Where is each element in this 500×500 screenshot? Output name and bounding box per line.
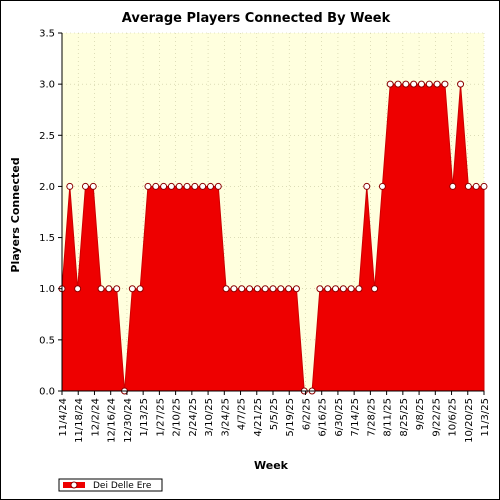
x-tick-label: 2/24/25 <box>188 398 199 437</box>
data-point <box>74 285 82 293</box>
data-point <box>246 285 254 293</box>
data-point <box>457 80 465 88</box>
x-tick-label: 11/4/24 <box>58 398 69 437</box>
x-tick-label: 2/10/25 <box>172 398 183 437</box>
x-tick-label: 9/8/25 <box>415 398 426 430</box>
data-point <box>113 285 121 293</box>
series-area-fill <box>61 83 485 392</box>
x-tick-label: 1/13/25 <box>139 398 150 437</box>
x-tick-label: 7/14/25 <box>350 398 361 437</box>
x-tick-label: 4/7/25 <box>237 398 248 430</box>
data-point <box>277 285 285 293</box>
x-tick-label: 6/30/25 <box>334 398 345 437</box>
x-tick-label: 1/27/25 <box>155 398 166 437</box>
x-tick-label: 8/11/25 <box>383 398 394 437</box>
data-point <box>480 182 488 190</box>
y-tick-label: 2.0 <box>39 182 55 193</box>
x-tick-label: 5/5/25 <box>269 398 280 430</box>
data-point <box>97 285 105 293</box>
data-point <box>402 80 410 88</box>
data-point <box>410 80 418 88</box>
data-point <box>261 285 269 293</box>
data-point <box>191 182 199 190</box>
x-tick-label: 10/20/25 <box>464 398 475 443</box>
legend: Dei Delle Ere <box>58 478 163 492</box>
data-point <box>199 182 207 190</box>
data-point <box>363 182 371 190</box>
data-point <box>81 182 89 190</box>
x-tick-label: 8/25/25 <box>399 398 410 437</box>
data-point <box>433 80 441 88</box>
legend-marker <box>70 481 78 489</box>
data-point <box>238 285 246 293</box>
x-tick-label: 3/10/25 <box>204 398 215 437</box>
y-tick-label: 2.5 <box>39 131 55 142</box>
data-point <box>339 285 347 293</box>
data-point <box>160 182 168 190</box>
x-tick-label: 12/2/24 <box>90 398 101 437</box>
data-point <box>378 182 386 190</box>
y-tick-label: 3.5 <box>39 29 55 40</box>
series-area <box>61 83 485 392</box>
y-tick-labels: 0.0 0.5 1.0 1.5 2.0 2.5 3.0 3.5 <box>39 29 55 398</box>
data-point <box>152 182 160 190</box>
data-point <box>417 80 425 88</box>
y-tick-label: 1.0 <box>39 284 55 295</box>
data-point <box>347 285 355 293</box>
data-point <box>441 80 449 88</box>
x-tick-label: 12/16/24 <box>107 398 118 443</box>
axes <box>58 32 485 395</box>
data-point <box>206 182 214 190</box>
data-point <box>449 182 457 190</box>
x-tick-label: 11/18/24 <box>74 398 85 443</box>
x-tick-label: 7/28/25 <box>366 398 377 437</box>
chart-title: Average Players Connected By Week <box>122 11 391 26</box>
data-point <box>253 285 261 293</box>
y-tick-label: 0.0 <box>39 387 55 398</box>
x-tick-label: 12/30/24 <box>123 398 134 443</box>
data-point <box>269 285 277 293</box>
data-point <box>285 285 293 293</box>
data-point <box>136 285 144 293</box>
data-point <box>230 285 238 293</box>
data-point <box>464 182 472 190</box>
x-tick-label: 6/2/25 <box>301 398 312 430</box>
data-point <box>183 182 191 190</box>
data-point <box>332 285 340 293</box>
legend-label: Dei Delle Ere <box>93 481 152 491</box>
data-point <box>167 182 175 190</box>
x-axis-label: Week <box>254 459 289 472</box>
y-axis-label: Players Connected <box>9 157 22 272</box>
x-tick-label: 11/3/25 <box>480 398 491 437</box>
data-point <box>175 182 183 190</box>
data-point <box>105 285 113 293</box>
data-point <box>292 285 300 293</box>
data-point <box>66 182 74 190</box>
x-tick-label: 3/24/25 <box>220 398 231 437</box>
data-point <box>316 285 324 293</box>
data-point <box>144 182 152 190</box>
data-point <box>214 182 222 190</box>
x-tick-label: 5/19/25 <box>285 398 296 437</box>
y-tick-label: 0.5 <box>39 335 55 346</box>
data-point <box>222 285 230 293</box>
data-point <box>386 80 394 88</box>
data-point <box>128 285 136 293</box>
x-tick-label: 10/6/25 <box>448 398 459 437</box>
y-tick-label: 3.0 <box>39 80 55 91</box>
data-point <box>394 80 402 88</box>
x-tick-label: 4/21/25 <box>253 398 264 437</box>
data-point <box>89 182 97 190</box>
x-tick-labels: 11/4/24 11/18/24 12/2/24 12/16/24 12/30/24 1/… <box>58 398 491 443</box>
x-tick-label: 6/16/25 <box>318 398 329 437</box>
x-tick-label: 9/22/25 <box>431 398 442 437</box>
data-point <box>371 285 379 293</box>
y-tick-label: 1.5 <box>39 233 55 244</box>
data-point <box>425 80 433 88</box>
data-point <box>324 285 332 293</box>
data-point <box>472 182 480 190</box>
data-point <box>355 285 363 293</box>
series-markers <box>58 80 488 395</box>
